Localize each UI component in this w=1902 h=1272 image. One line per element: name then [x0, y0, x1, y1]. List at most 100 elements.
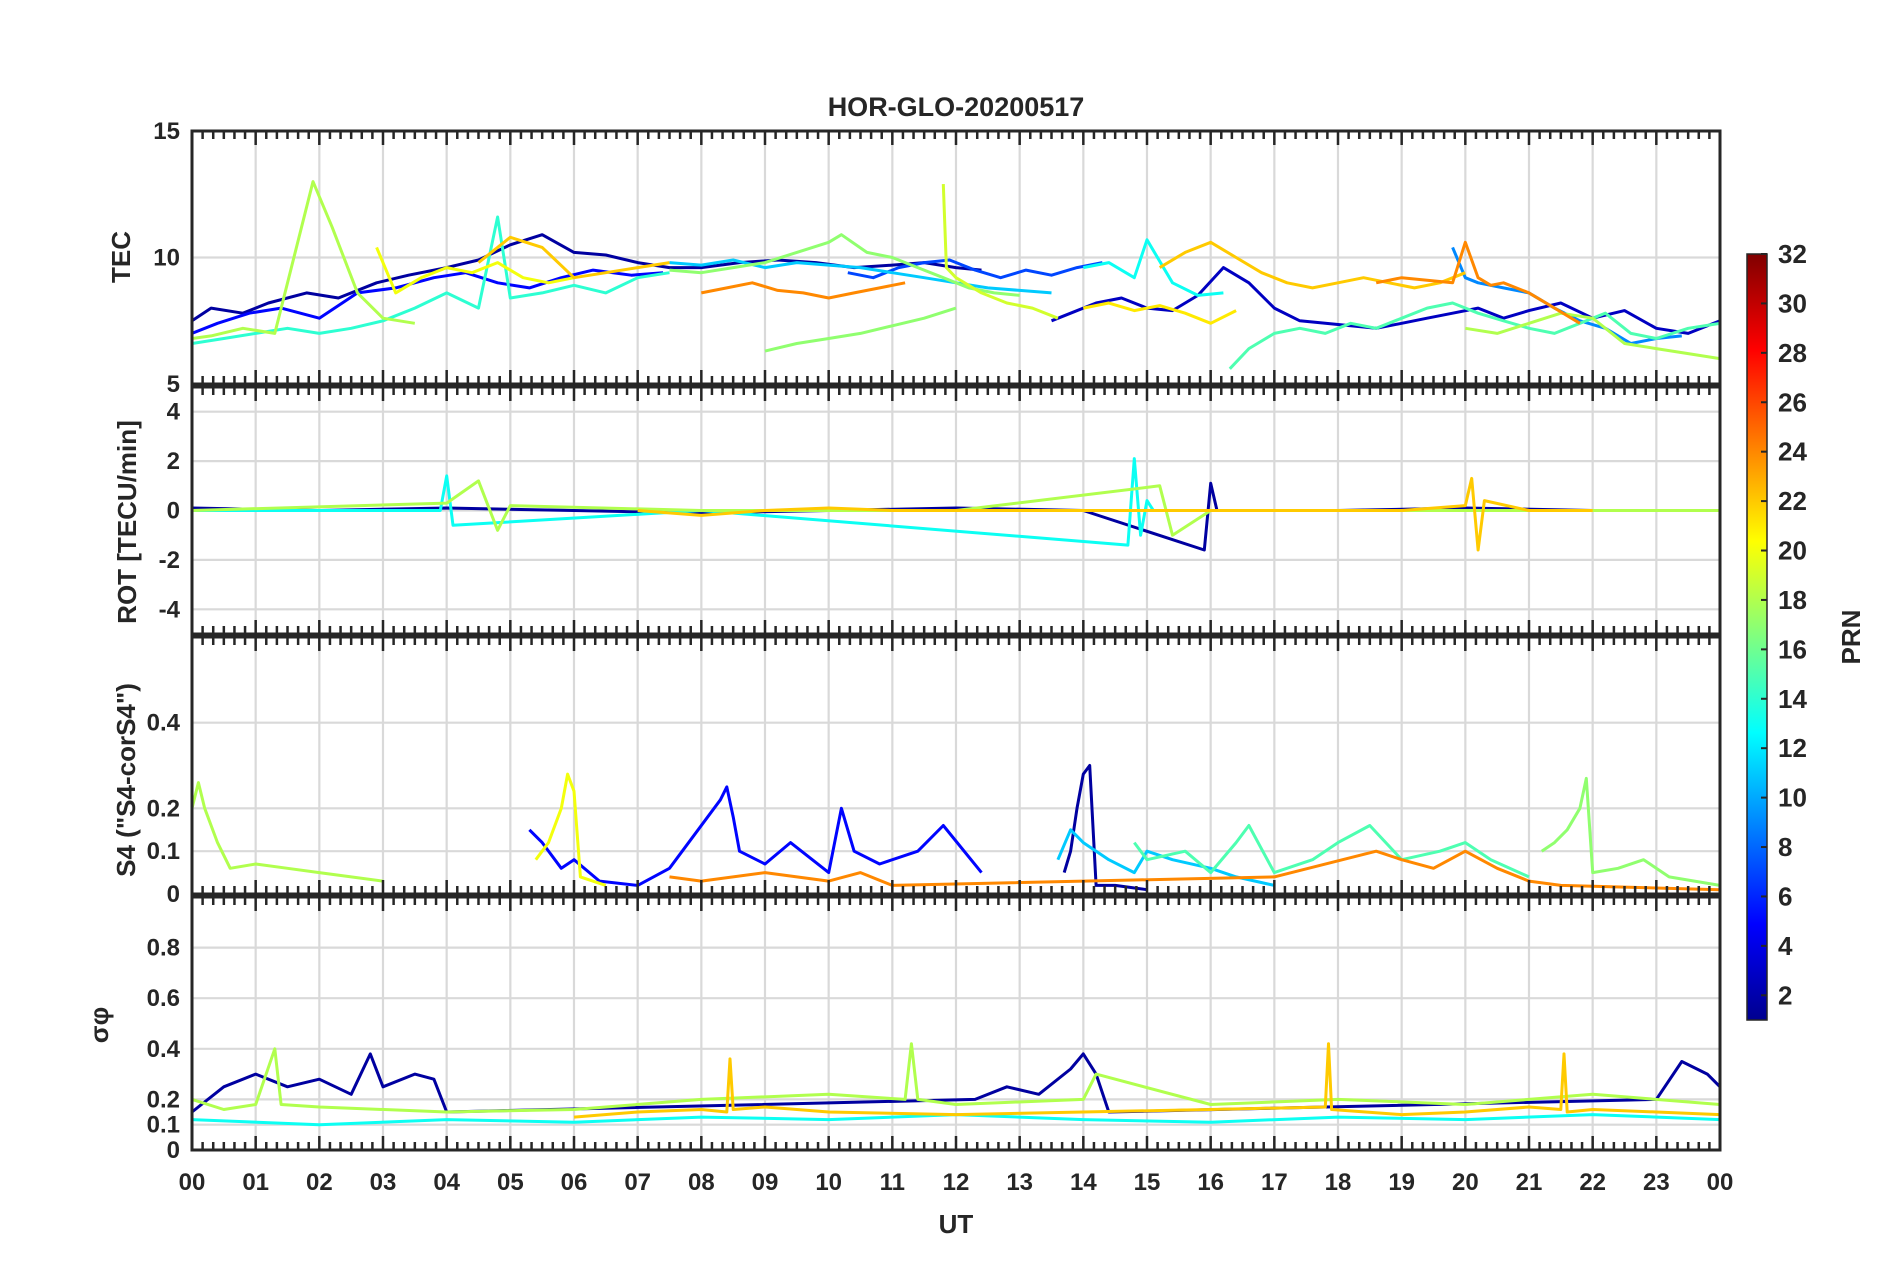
x-tick-label: 21 — [1516, 1169, 1543, 1196]
panel-tec: 5 10 15 TEC — [106, 118, 1722, 398]
x-tick-label: 17 — [1261, 1169, 1288, 1196]
colorbar-tick-label: 26 — [1778, 387, 1807, 417]
colorbar-tick-label: 12 — [1778, 733, 1807, 763]
y-tick-label: 0.4 — [147, 1036, 181, 1063]
y-tick-label: 4 — [167, 399, 181, 426]
panel-rot-ticks — [190, 387, 1722, 634]
y-tick-label: -2 — [159, 547, 180, 574]
series-line-prn-13 — [192, 457, 1720, 547]
x-tick-label: 18 — [1325, 1169, 1352, 1196]
series-line-prn-22 — [477, 235, 670, 280]
x-tick-label: 03 — [370, 1169, 397, 1196]
series-line-prn-24 — [669, 849, 1720, 892]
x-tick-label: 19 — [1388, 1169, 1415, 1196]
series-line-prn-18 — [192, 781, 384, 883]
y-tick-label: -4 — [159, 596, 181, 623]
x-tick-label: 05 — [497, 1169, 524, 1196]
x-axis: 00 01 02 03 04 05 06 07 08 09 10 11 12 13 14 15 16 17 18 19… — [179, 1169, 1734, 1196]
colorbar-tick-label: 22 — [1778, 486, 1807, 516]
series-line-prn-2 — [1062, 764, 1148, 892]
panel-sigma-series — [192, 1042, 1720, 1127]
series-line-prn-24 — [1375, 240, 1581, 325]
y-tick-label: 0 — [167, 1137, 180, 1164]
panel-s4-ticks — [190, 637, 1722, 894]
x-tick-label: 06 — [561, 1169, 588, 1196]
x-tick-label: 12 — [943, 1169, 970, 1196]
x-axis-label: UT — [939, 1209, 974, 1239]
x-tick-label: 11 — [880, 1169, 905, 1196]
y-tick-label: 0 — [167, 498, 180, 525]
series-line-prn-17 — [1540, 776, 1720, 887]
y-tick-label: 0 — [167, 881, 180, 908]
chart-title: HOR-GLO-20200517 — [828, 92, 1085, 122]
series-line-prn-5 — [192, 268, 664, 335]
series-line-prn-18 — [192, 1042, 1720, 1114]
colorbar-gradient — [1746, 253, 1768, 1021]
series-line-prn-11 — [1056, 828, 1275, 887]
x-tick-label: 00 — [1707, 1169, 1734, 1196]
x-tick-label: 07 — [624, 1169, 651, 1196]
x-tick-label: 01 — [242, 1169, 269, 1196]
colorbar-tick-label: 16 — [1778, 634, 1807, 664]
x-tick-label: 00 — [179, 1169, 206, 1196]
panel-sigma: 00.10.2 0.4 0.6 0.8 σφ — [84, 895, 1722, 1164]
y-tick-label: 2 — [167, 448, 180, 475]
x-tick-label: 13 — [1006, 1169, 1033, 1196]
series-line-prn-2 — [192, 1052, 1720, 1114]
y-tick-label: 0.2 — [147, 795, 180, 822]
y-tick-label: 0.8 — [147, 935, 180, 962]
x-tick-label: 02 — [306, 1169, 333, 1196]
series-line-prn-24 — [701, 281, 906, 300]
y-tick-label: 10 — [153, 245, 180, 272]
y-axis-label-rot: ROT [TECU/min] — [112, 420, 142, 624]
y-tick-label: 0.1 — [147, 1112, 180, 1139]
colorbar-tick-label: 10 — [1778, 783, 1807, 813]
series-line-prn-21 — [1083, 301, 1237, 325]
series-line-prn-18 — [192, 180, 416, 340]
y-axis-label-s4: S4 ("S4-corS4") — [111, 683, 141, 877]
y-axis-label-tec: TEC — [106, 231, 136, 283]
x-tick-label: 22 — [1579, 1169, 1606, 1196]
colorbar-tick-label: 4 — [1778, 931, 1793, 961]
x-tick-label: 15 — [1134, 1169, 1161, 1196]
y-tick-label: 0.6 — [147, 985, 180, 1012]
colorbar-tick-label: 6 — [1778, 881, 1792, 911]
series-line-prn-15 — [1133, 824, 1530, 879]
panel-rot: -4 -2 0 2 4 ROT [TECU/min] — [112, 385, 1722, 636]
y-tick-label: 15 — [153, 118, 180, 145]
series-line-prn-20 — [534, 772, 607, 887]
colorbar-tick-label: 20 — [1778, 536, 1807, 566]
panel-s4-series — [192, 764, 1720, 892]
panel-tec-ticks — [190, 131, 1722, 384]
series-line-prn-11 — [669, 258, 1052, 295]
x-tick-label: 23 — [1643, 1169, 1670, 1196]
panel-sigma-ticks — [190, 897, 1722, 1150]
colorbar-tick-label: 30 — [1778, 288, 1807, 318]
panel-tec-series — [192, 180, 1720, 370]
panel-s4: 0 0.1 0.2 0.4S4 ("S4-corS4") — [111, 635, 1722, 908]
y-tick-label: 0.1 — [147, 838, 180, 865]
series-line-prn-22 — [1158, 240, 1466, 290]
colorbar-tick-label: 18 — [1778, 585, 1807, 615]
colorbar-tick-label: 2 — [1778, 980, 1792, 1010]
y-tick-label: 5 — [167, 371, 180, 398]
series-line-prn-18 — [1465, 311, 1720, 361]
y-tick-label: 0.2 — [147, 1086, 180, 1113]
x-tick-label: 14 — [1070, 1169, 1097, 1196]
colorbar-tick-label: 24 — [1778, 437, 1807, 467]
series-line-prn-17 — [764, 306, 957, 353]
colorbar-tick-label: 8 — [1778, 832, 1792, 862]
x-tick-label: 10 — [815, 1169, 842, 1196]
colorbar-tick-label: 32 — [1778, 239, 1807, 269]
series-line-prn-15 — [1228, 301, 1720, 370]
x-tick-label: 20 — [1452, 1169, 1479, 1196]
x-tick-label: 08 — [688, 1169, 715, 1196]
series-line-prn-19 — [941, 184, 1059, 320]
y-tick-label: 0.4 — [147, 710, 181, 737]
series-line-prn-13 — [1083, 238, 1224, 297]
x-tick-label: 04 — [433, 1169, 460, 1196]
